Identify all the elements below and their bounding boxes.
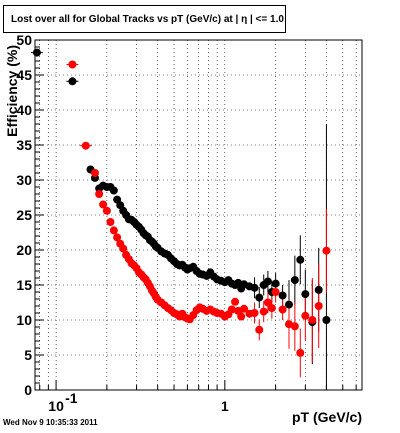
grid <box>35 40 362 390</box>
data-point <box>263 277 272 286</box>
data-point <box>255 325 264 334</box>
y-tick-label: 25 <box>16 207 32 223</box>
data-point <box>113 233 122 242</box>
data-point <box>301 311 310 320</box>
chart-title: Lost over all for Global Tracks vs pT (G… <box>11 14 284 25</box>
data-point <box>296 255 305 264</box>
y-tick-label: 15 <box>16 277 32 293</box>
y-tick-label: 30 <box>16 172 32 188</box>
data-point <box>250 309 259 317</box>
data-point <box>32 48 41 57</box>
data-point <box>271 288 280 296</box>
data-point <box>227 305 236 314</box>
data-point <box>102 206 111 215</box>
y-tick-label: 0 <box>24 382 32 398</box>
data-point <box>95 190 104 198</box>
data-point <box>314 302 323 310</box>
y-tick-label: 10 <box>16 312 32 328</box>
x-axis-title: pT (GeV/c) <box>292 409 362 425</box>
data-point <box>290 276 299 285</box>
data-point <box>301 290 310 299</box>
data-point <box>263 298 272 307</box>
data-point <box>109 186 118 195</box>
data-point <box>109 226 118 235</box>
data-point <box>259 307 268 316</box>
data-point <box>237 312 246 321</box>
data-point <box>308 316 317 324</box>
data-point <box>314 285 323 294</box>
data-point <box>278 291 287 300</box>
data-point <box>81 141 90 150</box>
data-point <box>119 244 128 253</box>
data-point <box>240 304 249 313</box>
y-tick-label: 50 <box>16 32 32 48</box>
y-tick-label: 5 <box>24 347 32 363</box>
data-point <box>255 293 264 302</box>
data-point <box>90 169 99 177</box>
y-axis-title: Efficiency (%) <box>4 45 20 137</box>
data-points <box>30 48 331 390</box>
data-point <box>99 200 108 209</box>
data-point <box>322 246 331 255</box>
data-point <box>231 297 240 306</box>
data-point <box>106 218 115 226</box>
data-point <box>267 304 276 313</box>
y-tick-label: 20 <box>16 242 32 258</box>
data-point <box>296 348 305 357</box>
data-point <box>68 77 77 86</box>
y-tick-label: 40 <box>16 102 32 118</box>
timestamp: Wed Nov 9 10:35:33 2011 <box>3 418 98 427</box>
title-box: Lost over all for Global Tracks vs pT (G… <box>3 5 286 33</box>
data-point <box>290 322 299 331</box>
data-point <box>322 316 331 324</box>
x-tick-label: 10 <box>48 398 64 414</box>
data-point <box>271 279 280 288</box>
data-point <box>284 300 293 309</box>
y-tick-label: 45 <box>16 67 32 83</box>
x-tick-label: 1 <box>221 398 229 414</box>
x-tick-exponent: -1 <box>65 390 78 406</box>
data-point <box>278 305 287 314</box>
data-point <box>68 60 77 69</box>
data-point <box>250 283 259 292</box>
y-tick-label: 35 <box>16 137 32 153</box>
